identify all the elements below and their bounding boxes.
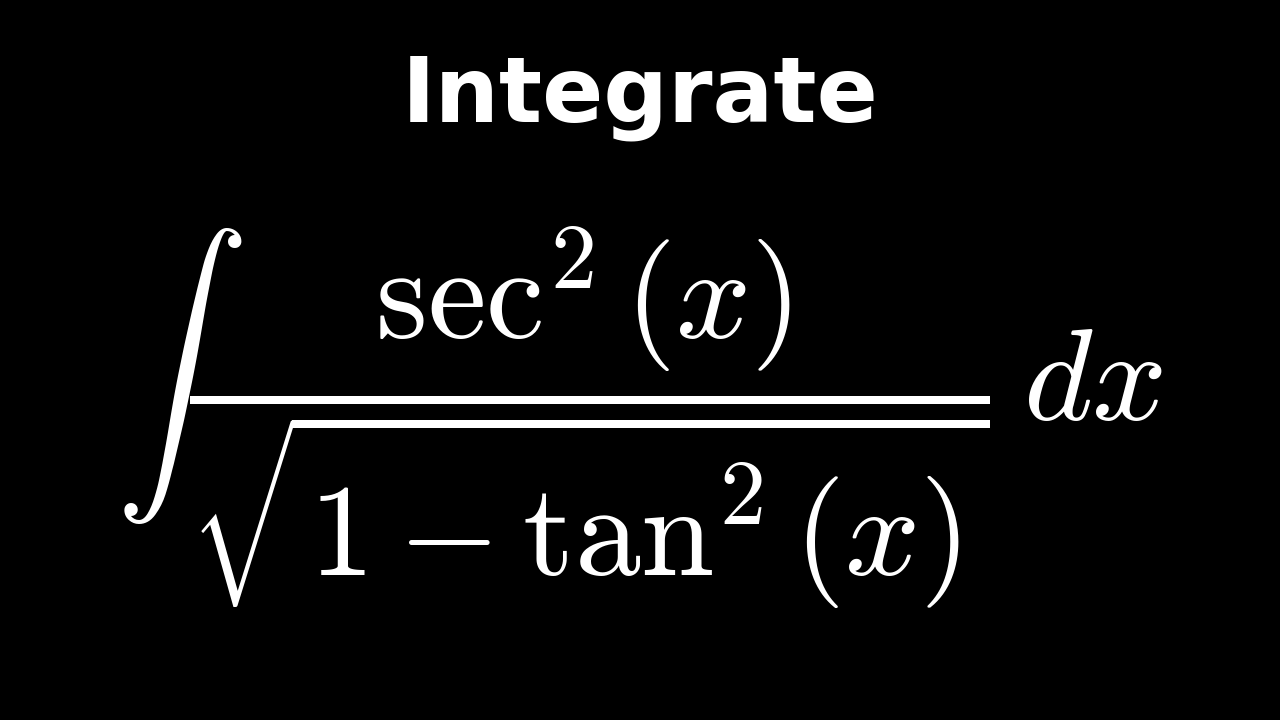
Text: $\int \dfrac{\sec^2(x)}{\sqrt{1 - \tan^2(x)}} \, dx$: $\int \dfrac{\sec^2(x)}{\sqrt{1 - \tan^2… — [116, 224, 1164, 611]
Text: Integrate: Integrate — [402, 53, 878, 141]
